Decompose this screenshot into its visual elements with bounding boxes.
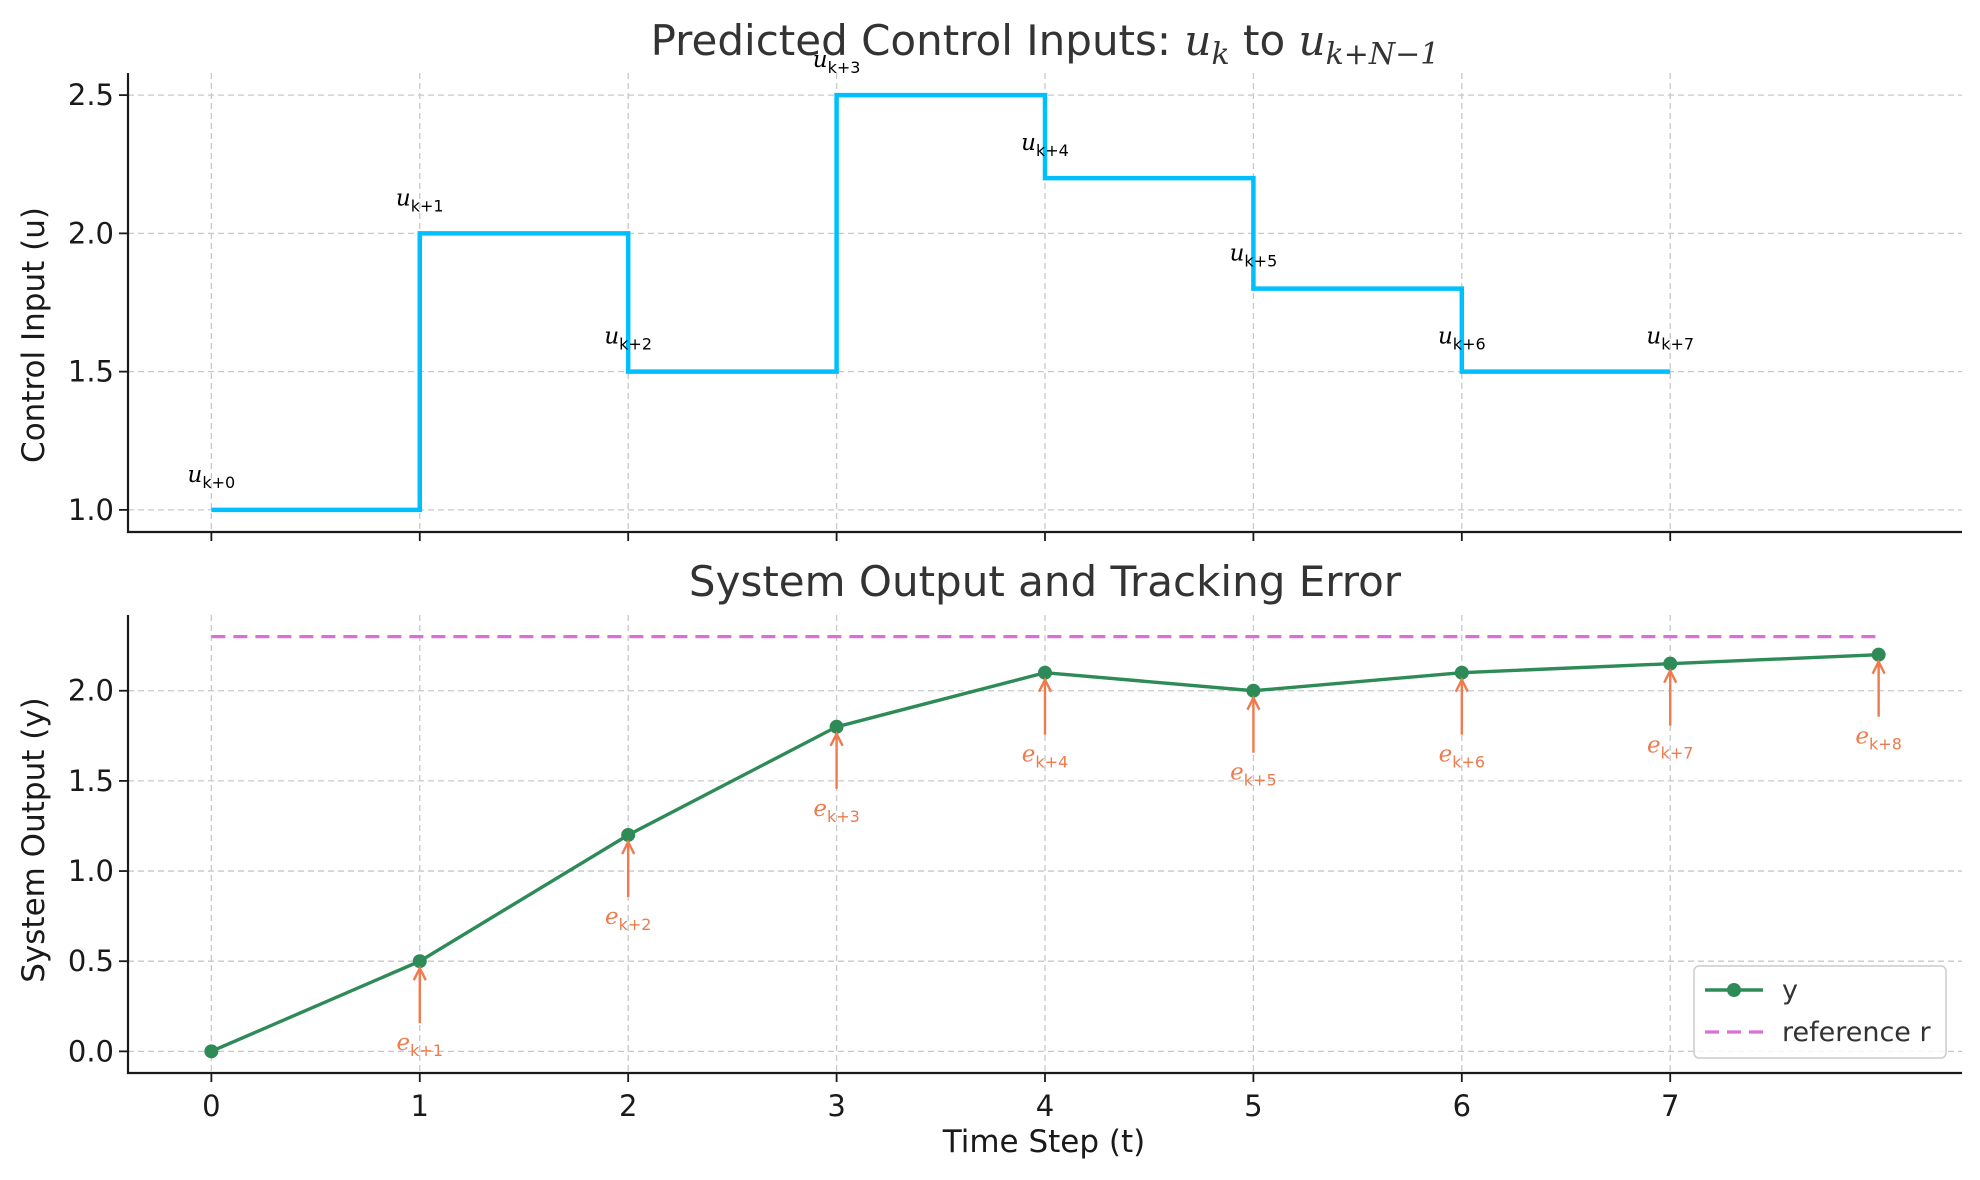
- xtick-label: 5: [1244, 1089, 1262, 1123]
- legend-reference-label: reference r: [1782, 1017, 1932, 1048]
- time-step-xlabel: Time Step (t): [942, 1124, 1146, 1160]
- control-input-step-line: [211, 92, 1671, 513]
- ytick-label: 1.0: [68, 493, 114, 527]
- xtick-label: 4: [1036, 1089, 1054, 1123]
- error-arrowhead: [412, 965, 427, 981]
- u-annotation: uk+0: [188, 462, 236, 492]
- error-label: ek+5: [1230, 760, 1276, 790]
- error-arrowhead: [829, 731, 844, 747]
- error-arrowhead: [1246, 695, 1261, 711]
- error-annotations: ek+1 ek+2 ek+3 ek+4 ek+5 ek+6 ek+7 ek+8: [397, 658, 1902, 1060]
- ytick-label: 1.0: [68, 854, 114, 888]
- ytick-label: 0.0: [68, 1034, 114, 1068]
- output-markers: [204, 647, 1886, 1059]
- output-point: [412, 954, 427, 969]
- error-label: ek+6: [1439, 742, 1485, 772]
- output-point: [1246, 683, 1261, 698]
- error-label: ek+2: [605, 904, 651, 934]
- u-annotation: uk+1: [396, 185, 444, 215]
- error-arrowhead: [621, 839, 636, 855]
- control-input-ticks: 1.0 1.5 2.0 2.5: [68, 78, 1672, 541]
- control-input-axes: [126, 73, 1962, 534]
- system-output-title: System Output and Tracking Error: [689, 557, 1402, 606]
- output-point: [829, 719, 844, 734]
- ytick-label: 2.0: [68, 216, 114, 250]
- u-annotation: uk+5: [1230, 241, 1278, 271]
- error-arrowhead: [1871, 658, 1886, 675]
- output-point: [1871, 647, 1886, 662]
- output-point: [621, 827, 636, 842]
- system-output-ticks: 0.0 0.5 1.0 1.5 2.0 0 1 2 3 4 5 6 7: [68, 674, 1680, 1123]
- xtick-label: 7: [1661, 1089, 1679, 1123]
- system-output-ylabel: System Output (y): [16, 697, 52, 983]
- error-arrowhead: [1037, 677, 1053, 693]
- error-label: ek+4: [1022, 742, 1068, 772]
- system-output-axes: [126, 615, 1962, 1075]
- xtick-label: 6: [1453, 1089, 1471, 1123]
- error-label: ek+3: [813, 796, 859, 826]
- xtick-label: 0: [202, 1089, 220, 1123]
- output-point: [1038, 665, 1052, 680]
- control-input-title: Predicted Control Inputs: uk to uk+N−1: [651, 16, 1440, 72]
- u-annotation: uk+2: [604, 324, 652, 354]
- error-label: ek+8: [1855, 724, 1901, 754]
- error-arrowhead: [1454, 677, 1469, 693]
- output-point: [204, 1044, 219, 1059]
- error-label: ek+1: [397, 1030, 443, 1060]
- xtick-label: 1: [411, 1089, 429, 1123]
- output-point: [1663, 656, 1678, 671]
- control-input-ylabel: Control Input (u): [16, 207, 52, 463]
- u-annotation: uk+4: [1021, 130, 1069, 160]
- control-input-annotations: uk+0 uk+1 uk+2 uk+3 uk+4 uk+5 uk+6 uk+7: [188, 47, 1695, 492]
- legend-y-marker: [1727, 983, 1741, 997]
- error-label: ek+7: [1647, 733, 1693, 763]
- legend: y reference r: [1693, 965, 1947, 1059]
- ytick-label: 2.5: [68, 78, 114, 112]
- u-annotation: uk+7: [1646, 324, 1694, 354]
- xtick-label: 3: [827, 1089, 845, 1123]
- error-arrowhead: [1663, 668, 1678, 684]
- u-annotation: uk+6: [1438, 324, 1486, 354]
- ytick-label: 1.5: [68, 764, 114, 798]
- xtick-label: 2: [619, 1089, 637, 1123]
- output-point: [1454, 665, 1469, 680]
- legend-y-label: y: [1782, 975, 1798, 1006]
- control-input-panel: Predicted Control Inputs: uk to uk+N−1 1…: [16, 16, 1962, 541]
- system-output-panel: System Output and Tracking Error 0.0 0.5 1…: [16, 557, 1962, 1160]
- ytick-label: 0.5: [68, 944, 114, 978]
- ytick-label: 2.0: [68, 674, 114, 708]
- u-annotation: uk+3: [813, 47, 861, 77]
- ytick-label: 1.5: [68, 355, 114, 389]
